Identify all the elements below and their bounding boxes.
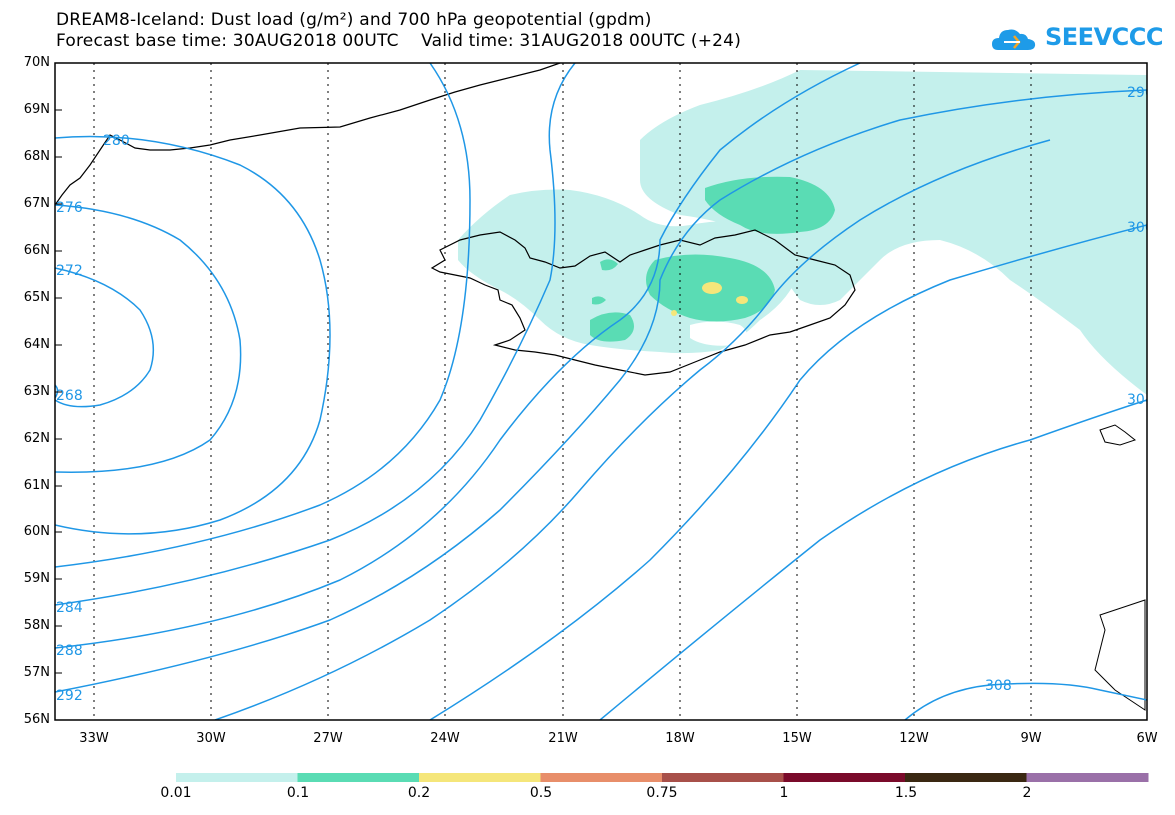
dust-area-mid-west [590, 312, 634, 342]
contour-284 [55, 63, 471, 568]
lon-label: 9W [1020, 731, 1042, 746]
lat-label: 64N [23, 337, 50, 352]
contour-label-300: 300 [1127, 220, 1154, 236]
map-subtitle: Forecast base time: 30AUG2018 00UTC Vali… [56, 31, 742, 51]
lat-label: 67N [23, 196, 50, 211]
contour-label-276: 276 [56, 200, 83, 216]
colorbar-label: 2 [1022, 785, 1032, 801]
lat-label: 62N [23, 431, 50, 446]
lat-label: 66N [23, 243, 50, 258]
contour-268 [55, 384, 59, 399]
lat-label: 69N [23, 102, 50, 117]
contour-label-304: 304 [1127, 392, 1154, 408]
contour-label-292: 292 [56, 688, 83, 704]
contour-label-288: 288 [56, 643, 83, 659]
colorbar-swatch [783, 773, 906, 782]
contour-label-272: 272 [56, 263, 83, 279]
dust-area-high-2 [736, 296, 748, 304]
map-title: DREAM8-Iceland: Dust load (g/m²) and 700… [56, 10, 652, 30]
colorbar-label: 1 [779, 785, 789, 801]
seevccc-logo [992, 29, 1036, 50]
lon-label: 12W [899, 731, 929, 746]
colorbar-swatch [419, 773, 541, 782]
iceland-coastline [430, 229, 856, 376]
logo-text: SEEVCCC [1045, 23, 1164, 51]
colorbar-swatch [176, 773, 298, 782]
contour-label-280: 280 [103, 133, 130, 149]
colorbar-swatch [662, 773, 784, 782]
lat-label: 59N [23, 571, 50, 586]
greenland-coastline [55, 63, 561, 206]
lon-label: 24W [430, 731, 460, 746]
contour-304b [599, 399, 1147, 720]
dust-area-low-east [640, 70, 1147, 395]
colorbar-swatch [540, 773, 663, 782]
contour-272 [55, 267, 155, 408]
colorbar-label: 0.1 [286, 785, 310, 801]
contour-280 [55, 135, 331, 535]
lon-label: 15W [782, 731, 812, 746]
lon-label: 18W [665, 731, 695, 746]
colorbar-label: 1.5 [894, 785, 918, 801]
lat-label: 58N [23, 618, 50, 633]
lat-label: 57N [23, 665, 50, 680]
colorbar [176, 773, 1149, 782]
colorbar-label: 0.01 [160, 785, 192, 801]
colorbar-label: 0.5 [529, 785, 553, 801]
dust-area-mid-north [705, 176, 835, 234]
contour-label-268: 268 [56, 388, 83, 404]
lat-label: 70N [23, 55, 50, 70]
lat-label: 56N [23, 712, 50, 727]
lon-label: 33W [79, 731, 109, 746]
colorbar-label: 0.2 [407, 785, 431, 801]
dust-area-high-1 [702, 282, 722, 294]
contour-label-296: 296 [1127, 85, 1154, 101]
lat-label: 65N [23, 290, 50, 305]
lat-label: 68N [23, 149, 50, 164]
dust-area-mid-central [646, 254, 775, 322]
contour-label-284: 284 [56, 600, 83, 616]
contour-label-308: 308 [985, 678, 1012, 694]
lon-label: 21W [548, 731, 578, 746]
lat-label: 63N [23, 384, 50, 399]
contour-300 [214, 139, 1051, 720]
colorbar-label: 0.75 [646, 785, 678, 801]
contour-308 [904, 682, 1147, 720]
colorbar-swatch [1026, 773, 1149, 782]
lat-label: 60N [23, 524, 50, 539]
lon-label: 30W [196, 731, 226, 746]
lon-label: 27W [313, 731, 343, 746]
contour-292 [55, 63, 861, 649]
colorbar-swatch [905, 773, 1027, 782]
contour-288 [55, 63, 576, 606]
lon-label: 6W [1136, 731, 1158, 746]
contour-304 [429, 224, 1147, 720]
contour-276 [55, 204, 242, 473]
lat-label: 61N [23, 478, 50, 493]
contour-296 [55, 89, 1147, 693]
colorbar-swatch [297, 773, 420, 782]
dust-area-low-iceland [458, 189, 803, 354]
map-frame [54, 62, 1148, 721]
